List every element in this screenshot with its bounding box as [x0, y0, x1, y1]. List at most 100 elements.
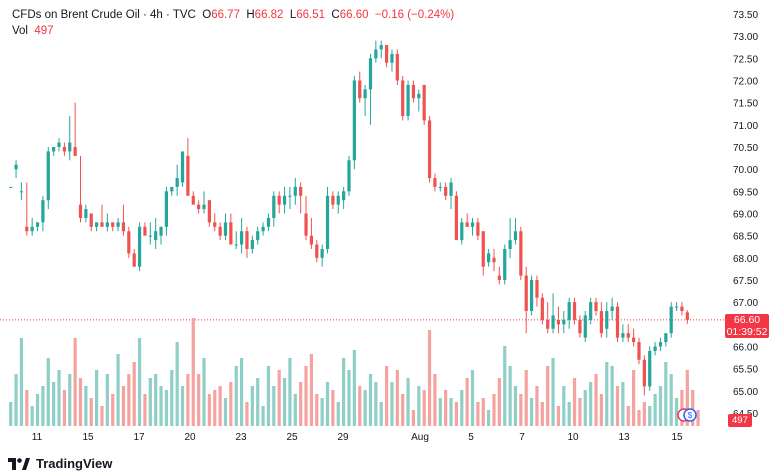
open-label: O — [202, 9, 212, 21]
candle-body — [551, 315, 555, 329]
candle-body — [524, 275, 528, 312]
volume-bar — [529, 398, 534, 426]
volume-bar — [395, 370, 399, 426]
volume-bar — [567, 402, 571, 426]
tradingview-logo[interactable]: TradingView — [8, 456, 112, 471]
candle-body — [164, 191, 169, 227]
candle-body — [476, 222, 480, 236]
candle-body — [57, 142, 61, 147]
volume-bar — [250, 386, 254, 426]
volume-bar — [513, 386, 518, 426]
time-tick-label: 10 — [567, 432, 579, 443]
candle-body — [132, 253, 136, 267]
candle-body — [78, 204, 83, 218]
candle-body — [658, 342, 663, 347]
candle-body — [320, 248, 324, 258]
candle-body — [401, 80, 405, 116]
volume-bar — [282, 378, 287, 426]
time-tick-label: 25 — [286, 432, 298, 443]
flag-icon[interactable]: $ — [677, 408, 697, 422]
volume-bar — [390, 382, 394, 426]
candle-body — [508, 240, 512, 249]
candle-body — [154, 231, 158, 241]
candle-body — [239, 231, 244, 245]
candle-body — [642, 359, 646, 387]
volume-bar — [535, 386, 539, 426]
volume-bar — [256, 378, 260, 426]
volume-bar — [411, 410, 416, 426]
brand-name: TradingView — [36, 456, 113, 471]
candle-body — [127, 231, 131, 254]
candle-body — [35, 222, 40, 227]
candle-body — [68, 142, 72, 152]
time-tick-label: 20 — [184, 432, 196, 443]
candle-body — [121, 222, 126, 232]
volume-bar — [427, 330, 432, 426]
candle-body — [84, 209, 88, 218]
high-label: H — [246, 9, 255, 21]
candle-body — [449, 182, 453, 196]
candle-body — [100, 222, 104, 227]
candle-body — [653, 346, 657, 351]
candle-body — [14, 164, 18, 170]
candle-body — [331, 195, 335, 205]
volume-bar — [266, 366, 271, 426]
price-tick-label: 73.00 — [733, 32, 758, 43]
candle-body — [143, 226, 147, 236]
candle-body — [438, 186, 442, 188]
volume-bar — [309, 354, 314, 426]
volume-bar — [159, 386, 163, 426]
candle-body — [223, 222, 228, 236]
candle-body — [336, 195, 340, 205]
volume-bar — [148, 378, 152, 426]
candle-body — [19, 191, 24, 193]
volume-value: 497 — [34, 25, 54, 37]
price-candles — [9, 40, 689, 396]
tradingview-mark-icon — [8, 457, 30, 470]
price-tick-label: 65.50 — [733, 365, 758, 376]
candle-body — [52, 147, 56, 152]
current-price-value: 66.60 — [733, 314, 761, 326]
volume-bar — [180, 386, 185, 426]
volume-bar — [202, 358, 206, 426]
candle-body — [417, 93, 421, 99]
candle-body — [395, 53, 399, 81]
candle-body — [674, 306, 679, 308]
candle-body — [562, 319, 566, 325]
candle-body — [427, 120, 432, 179]
volume-bar — [444, 390, 448, 426]
candle-body — [503, 248, 507, 280]
current-volume-tag: 497 — [728, 414, 752, 427]
volume-bar — [186, 374, 190, 426]
candle-body — [170, 186, 174, 192]
volume-legend: Vol 497 — [12, 23, 454, 39]
candle-body — [116, 222, 120, 227]
candle-body — [175, 178, 179, 187]
candle-body — [470, 222, 475, 227]
candle-body — [648, 350, 652, 387]
volume-bar — [487, 410, 491, 426]
candle-body — [594, 302, 598, 312]
candle-body — [368, 58, 373, 90]
price-tick-label: 69.50 — [733, 187, 758, 198]
candle-body — [277, 195, 281, 205]
volume-bar — [642, 402, 646, 426]
volume-bar — [508, 366, 512, 426]
volume-bar — [422, 390, 426, 426]
candle-body — [293, 186, 297, 196]
chart-legend: CFDs on Brent Crude Oil · 4h · TVC O66.7… — [12, 7, 454, 39]
candle-body — [218, 226, 222, 236]
price-tick-label: 66.00 — [733, 343, 758, 354]
price-tick-label: 68.00 — [733, 254, 758, 265]
volume-label: Vol — [12, 25, 28, 37]
high-value: 66.82 — [254, 9, 284, 21]
volume-bar — [626, 406, 630, 426]
volume-bar — [524, 370, 528, 426]
volume-bar — [197, 374, 201, 426]
volume-bar — [594, 374, 598, 426]
candle-body — [374, 49, 378, 59]
candle-body — [406, 84, 410, 116]
volume-bar — [223, 398, 228, 426]
